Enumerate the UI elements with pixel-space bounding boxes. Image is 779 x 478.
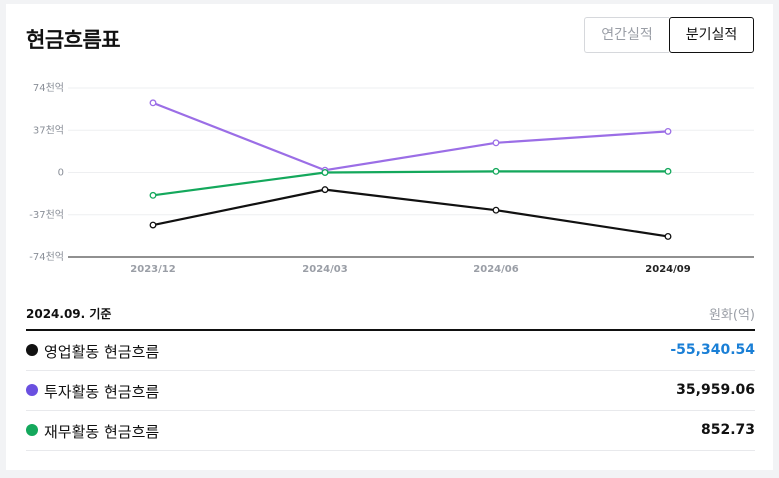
x-tick-label: 2023/12 xyxy=(130,264,175,275)
tab-quarterly[interactable]: 분기실적 xyxy=(669,17,754,53)
data-point xyxy=(664,127,672,135)
x-tick-label: 2024/09 xyxy=(645,264,690,275)
table-row-operating: 영업활동 현금흐름 -55,340.54 xyxy=(26,331,755,371)
legend-dot xyxy=(26,424,38,436)
series-line xyxy=(152,170,668,197)
y-tick-label: -37천억 xyxy=(29,209,64,221)
y-tick-label: -74천억 xyxy=(29,251,64,263)
y-tick-label: 0 xyxy=(58,168,64,179)
basis-date: 2024.09. 기준 xyxy=(26,307,112,321)
x-tick-label: 2024/03 xyxy=(302,264,347,275)
data-point xyxy=(321,186,329,194)
legend-dot xyxy=(26,384,38,396)
page-title: 현금흐름표 xyxy=(26,28,121,52)
y-tick-label: 37천억 xyxy=(33,124,64,136)
table-row-investing: 투자활동 현금흐름 35,959.06 xyxy=(26,371,755,411)
data-point xyxy=(664,232,672,240)
tab-annual[interactable]: 연간실적 xyxy=(584,17,669,53)
cash-flow-card: 현금흐름표 연간실적 분기실적 74천억 37천억 0 -37천억 -74천억 2023/… xyxy=(6,4,773,470)
row-label: 투자활동 현금흐름 xyxy=(44,383,160,401)
currency-unit: 원화(억) xyxy=(708,308,755,323)
legend-dot xyxy=(26,344,38,356)
row-value: 35,959.06 xyxy=(676,382,755,398)
data-point xyxy=(321,169,329,176)
data-point xyxy=(492,206,500,214)
row-value: 852.73 xyxy=(700,422,755,438)
cash-flow-line-chart: 74천억 37천억 0 -37천억 -74천억 2023/12 2024/03 2024/06… xyxy=(29,82,754,275)
data-point xyxy=(149,221,157,229)
row-value: -55,340.54 xyxy=(670,342,755,358)
data-point xyxy=(664,167,672,175)
data-point xyxy=(149,191,157,199)
table-row-financing: 재무활동 현금흐름 852.73 xyxy=(26,411,755,451)
data-point xyxy=(492,167,500,175)
row-label: 영업활동 현금흐름 xyxy=(44,343,160,361)
x-tick-label: 2024/06 xyxy=(473,264,518,275)
data-point xyxy=(149,99,157,107)
y-tick-label: 74천억 xyxy=(33,82,64,94)
series-line xyxy=(152,101,669,172)
row-label: 재무활동 현금흐름 xyxy=(44,423,160,441)
data-point xyxy=(492,139,500,147)
series-line xyxy=(152,188,669,238)
table-divider xyxy=(26,329,755,331)
